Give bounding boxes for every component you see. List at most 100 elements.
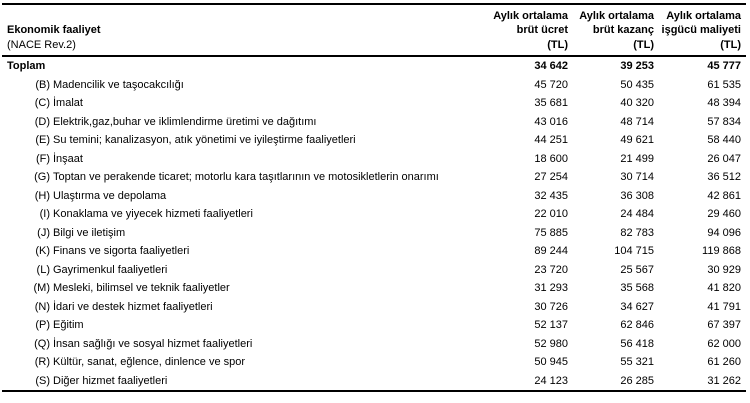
- labour-cost-value: 61 535: [707, 78, 741, 91]
- gross-earnings-value: 30 714: [620, 171, 654, 183]
- gross-wage-value: 24 123: [534, 374, 568, 387]
- labour-cost-value: 67 397: [707, 319, 741, 331]
- activity-code: (H): [34, 189, 50, 202]
- gross-earnings-value: 50 435: [620, 78, 654, 91]
- table-row: (R) Kültür, sanat, eğlence, dinlence ve s…: [2, 353, 746, 372]
- table-row: (D) Elektrik,gaz,buhar ve iklimlendirme ü…: [2, 113, 746, 132]
- activity-code: (S): [35, 374, 50, 387]
- gross-earnings-value: 35 568: [620, 282, 654, 294]
- gross-wage-value: 23 720: [534, 263, 568, 276]
- gross-wage-value: 22 010: [534, 208, 568, 220]
- table-row: (F) İnşaat 18 600 21 499 26 047: [2, 150, 746, 169]
- gross-wage-value: 34 642: [534, 60, 568, 72]
- labour-cost-value: 41 820: [707, 282, 741, 294]
- labour-cost-value: 62 000: [707, 337, 741, 350]
- gross-wage-value: 50 945: [534, 356, 568, 368]
- activity-label: Su temini; kanalizasyon, atık yönetimi v…: [53, 134, 356, 146]
- activity-label: İmalat: [53, 97, 83, 109]
- gross-earnings-value: 36 308: [620, 189, 654, 202]
- activity-label: Mesleki, bilimsel ve teknik faaliyetler: [53, 282, 230, 294]
- table-row: (E) Su temini; kanalizasyon, atık yönetim…: [2, 131, 746, 150]
- activity-code: (L): [36, 263, 50, 276]
- table-row: (Q) İnsan sağlığı ve sosyal hizmet faaliy…: [2, 335, 746, 354]
- activity-label: Finans ve sigorta faaliyetleri: [53, 245, 190, 257]
- table-row: (P) Eğitim 52 137 62 846 67 397: [2, 316, 746, 335]
- activity-code: (B): [35, 78, 50, 91]
- activity-cell: (M) Mesleki, bilimsel ve teknik faaliyetl…: [7, 279, 472, 298]
- activity-cell: (R) Kültür, sanat, eğlence, dinlence ve s…: [7, 353, 472, 372]
- activity-cell: (B) Madencilik ve taşocakcılığı: [7, 76, 472, 95]
- labour-cost-value: 119 868: [702, 245, 741, 257]
- gross-wage-value: 75 885: [534, 226, 568, 239]
- activity-cell: (D) Elektrik,gaz,buhar ve iklimlendirme ü…: [7, 113, 472, 132]
- gross-wage-value: 44 251: [534, 134, 568, 146]
- activity-code: (F): [35, 152, 50, 165]
- activity-code: (K): [35, 245, 50, 257]
- gross-earnings-value: 24 484: [620, 208, 654, 220]
- activity-label: Toptan ve perakende ticaret; motorlu kar…: [53, 171, 439, 183]
- labour-cost-value: 48 394: [707, 97, 741, 109]
- activity-code: (I): [39, 208, 50, 220]
- gross-wage-value: 45 720: [534, 78, 568, 91]
- activity-cell: (H) Ulaştırma ve depolama: [7, 187, 472, 206]
- activity-cell: (K) Finans ve sigorta faaliyetleri: [7, 242, 472, 261]
- activity-cell: (J) Bilgi ve iletişim: [7, 224, 472, 243]
- column-header-gross-earnings: Aylık ortalama brüt kazanç (TL): [579, 9, 654, 51]
- activity-code: (J): [37, 226, 50, 239]
- gross-wage-value: 43 016: [534, 115, 568, 128]
- activity-label: İdari ve destek hizmet faaliyetleri: [53, 300, 213, 313]
- gross-wage-value: 35 681: [534, 97, 568, 109]
- table-row: (G) Toptan ve perakende ticaret; motorlu …: [2, 168, 746, 187]
- activity-code: (E): [35, 134, 50, 146]
- gross-earnings-value: 34 627: [620, 300, 654, 313]
- gross-earnings-value: 55 321: [620, 356, 654, 368]
- gross-earnings-value: 48 714: [620, 115, 654, 128]
- labour-cost-value: 94 096: [707, 226, 741, 239]
- activity-code: (C): [34, 97, 50, 109]
- activity-cell: (E) Su temini; kanalizasyon, atık yönetim…: [7, 131, 472, 150]
- activity-header-subtitle: (NACE Rev.2): [7, 38, 76, 51]
- activity-code: (D): [34, 115, 50, 128]
- gross-earnings-value: 56 418: [620, 337, 654, 350]
- gross-earnings-value: 21 499: [620, 152, 654, 165]
- activity-label: İnşaat: [53, 152, 83, 165]
- gross-earnings-value: 104 715: [614, 245, 654, 257]
- labour-cost-value: 30 929: [707, 263, 741, 276]
- activity-label: Madencilik ve taşocakcılığı: [53, 78, 184, 91]
- activity-cell: (P) Eğitim: [7, 316, 472, 335]
- table-row: (K) Finans ve sigorta faaliyetleri 89 244…: [2, 242, 746, 261]
- activity-cell: (Q) İnsan sağlığı ve sosyal hizmet faaliy…: [7, 335, 472, 354]
- activity-label: Bilgi ve iletişim: [53, 226, 126, 239]
- activity-cell: Toplam: [7, 57, 472, 76]
- labour-cost-value: 31 262: [707, 374, 741, 387]
- labour-cost-value: 29 460: [707, 208, 741, 220]
- table-row: (I) Konaklama ve yiyecek hizmeti faaliyet…: [2, 205, 746, 224]
- labour-cost-value: 42 861: [707, 189, 741, 202]
- labour-cost-statistics-table: Ekonomik faaliyet (NACE Rev.2) Aylık ort…: [2, 3, 746, 392]
- activity-label: Gayrimenkul faaliyetleri: [53, 263, 168, 276]
- gross-wage-value: 18 600: [534, 152, 568, 165]
- activity-label: Kültür, sanat, eğlence, dinlence ve spor: [53, 356, 246, 368]
- gross-wage-value: 30 726: [534, 300, 568, 313]
- labour-cost-value: 41 791: [707, 300, 741, 313]
- activity-label: Elektrik,gaz,buhar ve iklimlendirme üret…: [53, 115, 317, 128]
- table-row: (H) Ulaştırma ve depolama 32 435 36 308 4…: [2, 187, 746, 206]
- gross-earnings-value: 82 783: [620, 226, 654, 239]
- activity-label: Konaklama ve yiyecek hizmeti faaliyetler…: [53, 208, 253, 220]
- table-row: (J) Bilgi ve iletişim 75 885 82 783 94 09…: [2, 224, 746, 243]
- table-header: Ekonomik faaliyet (NACE Rev.2) Aylık ort…: [2, 5, 746, 57]
- table-row: (S) Diğer hizmet faaliyetleri 24 123 26 2…: [2, 372, 746, 391]
- table-row: (L) Gayrimenkul faaliyetleri 23 720 25 56…: [2, 261, 746, 280]
- labour-cost-value: 26 047: [707, 152, 741, 165]
- activity-label: Diğer hizmet faaliyetleri: [53, 374, 168, 387]
- labour-cost-value: 58 440: [707, 134, 741, 146]
- activity-label: Toplam: [7, 60, 46, 72]
- gross-earnings-value: 26 285: [620, 374, 654, 387]
- activity-code: (P): [35, 319, 50, 331]
- table-row: (B) Madencilik ve taşocakcılığı 45 720 50…: [2, 76, 746, 95]
- gross-wage-value: 52 137: [534, 319, 568, 331]
- activity-column-header: Ekonomik faaliyet (NACE Rev.2): [7, 23, 472, 52]
- activity-cell: (F) İnşaat: [7, 150, 472, 169]
- table-row: (M) Mesleki, bilimsel ve teknik faaliyetl…: [2, 279, 746, 298]
- column-header-gross-wage: Aylık ortalama brüt ücret (TL): [493, 9, 568, 51]
